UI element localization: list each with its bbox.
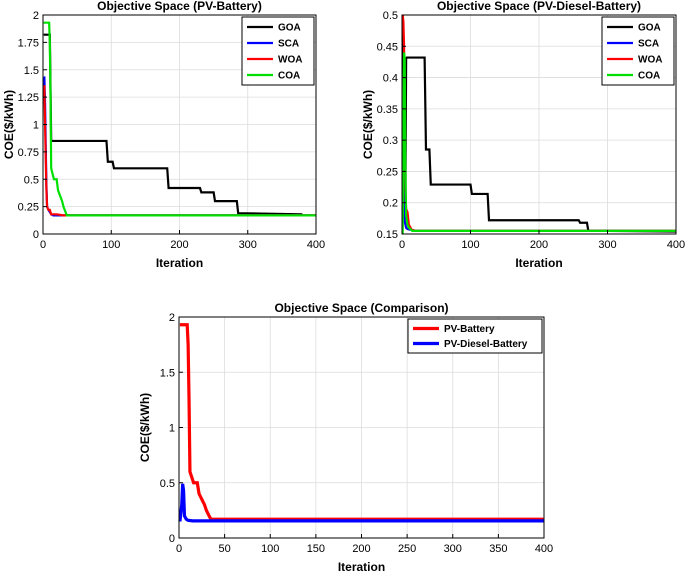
legend: GOA SCA WOA COA	[601, 16, 675, 86]
y-tick-label: 0.75	[18, 147, 39, 159]
x-tick-label: 400	[667, 239, 685, 251]
legend-label: COA	[278, 71, 300, 82]
x-tick-label: 100	[461, 239, 479, 251]
y-tick-label: 1	[33, 120, 39, 132]
chart-1: 0 100 200 300 400 0 0.25 0.5 0.75 1 1.25 1.5 1.75 2 Ob…	[2, 0, 325, 270]
y-tick-label: 0	[33, 229, 39, 241]
x-tick-label: 0	[399, 239, 405, 251]
x-tick-label: 0	[40, 239, 46, 251]
chart-title: Objective Space (PV-Battery)	[97, 0, 262, 13]
y-axis-label: COE($/kWh)	[361, 90, 375, 159]
y-tick-label: 2	[169, 312, 175, 324]
y-tick-label: 0.25	[18, 202, 39, 214]
x-tick-label: 400	[535, 543, 553, 555]
y-tick-label: 0.15	[377, 229, 398, 241]
legend-label: WOA	[638, 55, 662, 66]
legend-label: WOA	[278, 55, 302, 66]
chart-3: 0 50 100 150 200 250 300 350 400 0 0.5 1 1.5 2 Objecti…	[138, 301, 553, 571]
x-tick-label: 100	[261, 543, 279, 555]
series-line-goa	[43, 33, 303, 216]
series-line-pv-diesel-battery	[178, 483, 544, 523]
x-tick-label: 300	[444, 543, 462, 555]
legend-label: SCA	[278, 39, 299, 50]
x-tick-label: 300	[598, 239, 616, 251]
y-axis-label: COE($/kWh)	[138, 393, 152, 462]
y-tick-label: 0.5	[24, 174, 39, 186]
y-tick-label: 0.3	[383, 135, 398, 147]
y-tick-label: 0.5	[160, 478, 175, 490]
x-tick-label: 0	[176, 543, 182, 555]
x-tick-label: 200	[170, 239, 188, 251]
series-line-pv-battery	[179, 323, 544, 521]
y-tick-label: 0.4	[383, 73, 398, 85]
chart-title: Objective Space (Comparison)	[274, 301, 448, 315]
y-tick-label: 0.35	[377, 104, 398, 116]
y-tick-label: 0.2	[383, 198, 398, 210]
x-axis-label: Iteration	[156, 256, 203, 270]
chart-2: 0 100 200 300 400 0.15 0.2 0.25 0.3 0.35 0.4 0.45 0.…	[361, 0, 685, 270]
legend-label: GOA	[278, 23, 301, 34]
y-tick-label: 1.5	[160, 367, 175, 379]
x-tick-label: 50	[219, 543, 231, 555]
chart-title: Objective Space (PV-Diesel-Battery)	[437, 0, 641, 13]
y-tick-label: 1	[169, 423, 175, 435]
x-axis-label: Iteration	[515, 256, 562, 270]
x-tick-label: 350	[489, 543, 507, 555]
y-tick-label: 1.5	[24, 65, 39, 77]
y-axis-label: COE($/kWh)	[2, 90, 16, 159]
y-tick-label: 0.25	[377, 166, 398, 178]
series-line-coa	[401, 52, 676, 235]
y-tick-label: 0.45	[377, 41, 398, 53]
x-tick-label: 100	[102, 239, 120, 251]
legend-label: GOA	[638, 23, 661, 34]
legend: PV-Battery PV-Diesel-Battery	[407, 318, 543, 354]
y-tick-label: 2	[33, 10, 39, 22]
x-tick-label: 300	[239, 239, 257, 251]
x-tick-label: 200	[530, 239, 548, 251]
legend-box	[407, 318, 543, 354]
legend-label: COA	[638, 71, 660, 82]
legend: GOA SCA WOA COA	[241, 16, 315, 86]
x-tick-label: 400	[307, 239, 325, 251]
x-tick-label: 250	[398, 543, 416, 555]
legend-label: PV-Battery	[444, 324, 495, 335]
legend-box	[241, 16, 315, 86]
y-tick-label: 1.25	[18, 92, 39, 104]
legend-label: PV-Diesel-Battery	[444, 339, 528, 350]
series-line-coa	[43, 21, 316, 217]
legend-label: SCA	[638, 39, 659, 50]
y-tick-label: 0.5	[383, 10, 398, 22]
y-tick-label: 0	[169, 533, 175, 545]
x-tick-label: 200	[352, 543, 370, 555]
x-axis-label: Iteration	[338, 560, 385, 571]
x-tick-label: 150	[307, 543, 325, 555]
y-tick-label: 1.75	[18, 37, 39, 49]
legend-box	[601, 16, 675, 86]
